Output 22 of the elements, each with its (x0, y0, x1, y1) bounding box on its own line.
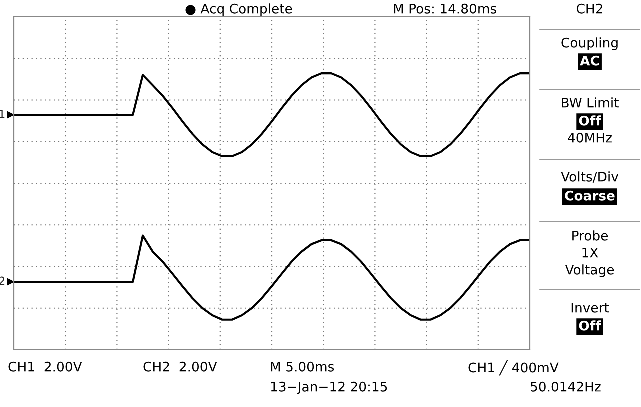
text: BW Limit (562, 98, 619, 108)
text: M 5.00ms (271, 362, 334, 372)
text: 40MHz (568, 132, 612, 143)
text: CH1 2.00V (8, 362, 82, 372)
text: Coarse (565, 190, 615, 201)
text: Probe (572, 230, 608, 241)
text: Off (579, 320, 602, 331)
text: Voltage (565, 264, 614, 278)
text: 50.0142Hz (531, 382, 601, 392)
legend-label: 1 (0, 110, 5, 118)
text: Off (579, 116, 602, 126)
text: 1X (582, 248, 598, 258)
text: CH1 ╱ 400mV (468, 360, 559, 376)
text: Coupling (562, 38, 618, 50)
text: 13−Jan−12 20:15 (271, 382, 388, 394)
text: Volts/Div (561, 172, 619, 183)
text: AC (580, 56, 600, 66)
text: CH2 (576, 4, 602, 14)
text: CH2 2.00V (144, 362, 218, 372)
text: ● Acq Complete (186, 4, 292, 16)
text: M Pos: 14.80ms (394, 4, 496, 14)
text: Invert (572, 303, 610, 313)
